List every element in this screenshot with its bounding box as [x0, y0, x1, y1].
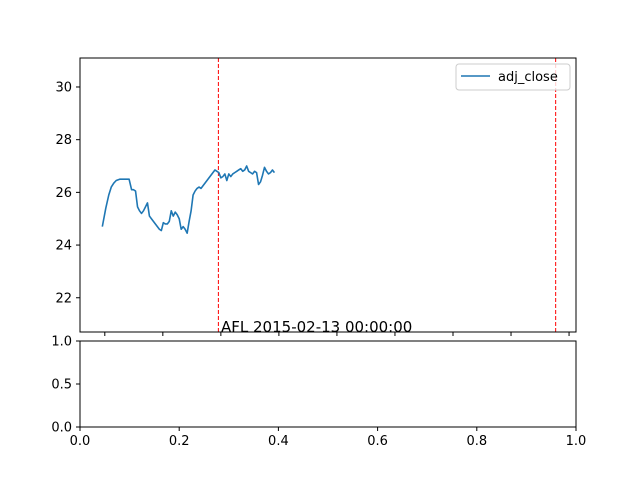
x-tick-label: 0.4 [268, 434, 289, 449]
legend: adj_close [455, 63, 571, 91]
x-tick-label: 0.0 [70, 434, 91, 449]
x-tick-label: 0.2 [169, 434, 190, 449]
price-axes: 22 24 26 28 30 adj_close AFL 2015-02-13 00:0… [55, 57, 577, 336]
price-y-ticks: 22 24 26 28 30 [55, 80, 80, 306]
legend-box [455, 63, 571, 91]
empty-x-ticks: 0.0 0.2 0.4 0.6 0.8 1.0 [70, 427, 587, 449]
event-lines [217, 58, 557, 332]
y-tick-label: 0.0 [51, 421, 72, 436]
y-tick-label: 30 [55, 80, 72, 95]
y-tick-label: 22 [55, 291, 72, 306]
empty-y-ticks: 0.0 0.5 1.0 [51, 335, 80, 436]
y-tick-label: 24 [55, 239, 72, 254]
y-tick-label: 28 [55, 133, 72, 148]
x-tick-label: 0.6 [367, 434, 388, 449]
x-tick-label: 0.8 [466, 434, 487, 449]
y-tick-label: 26 [55, 186, 72, 201]
y-tick-label: 0.5 [51, 378, 72, 393]
legend-label-adj-close: adj_close [498, 70, 558, 85]
price-axes-frame [79, 57, 577, 333]
x-tick-label: 1.0 [566, 434, 587, 449]
empty-axes-frame [79, 340, 577, 428]
empty-axes: 0.0 0.5 1.0 0.0 0.2 0.4 0.6 0.8 1.0 [51, 335, 586, 450]
y-tick-label: 1.0 [51, 335, 72, 350]
chart-title: AFL 2015-02-13 00:00:00 [221, 318, 412, 336]
price-x-ticks [104, 332, 570, 336]
price-series [101, 165, 276, 234]
series-line-adj-close [101, 165, 276, 234]
